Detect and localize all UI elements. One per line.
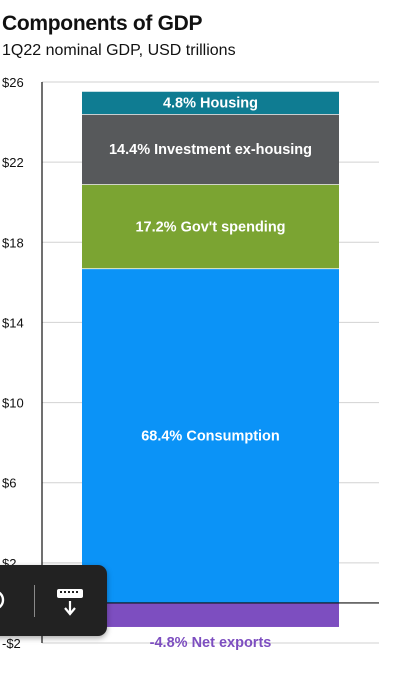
segment-label: 4.8% Housing	[163, 96, 258, 112]
y-tick-label: -$2	[2, 636, 21, 651]
y-tick-label: $6	[2, 476, 16, 491]
y-tick-label: $22	[2, 155, 24, 170]
segment-label: 68.4% Consumption	[141, 429, 280, 445]
segment-label: 17.2% Gov't spending	[135, 219, 285, 235]
y-tick-label: $14	[2, 315, 24, 330]
floating-toolbar	[0, 565, 107, 636]
y-tick-label: $10	[2, 396, 24, 411]
keyboard-download-icon[interactable]	[56, 587, 86, 617]
y-tick-label: $18	[2, 235, 24, 250]
y-tick-label: $26	[2, 75, 24, 90]
bar-segment	[82, 184, 339, 269]
bar-segment	[82, 114, 339, 185]
chart-title: Components of GDP	[2, 12, 203, 35]
segment-label: -4.8% Net exports	[150, 635, 272, 651]
bar-segment	[82, 91, 339, 115]
segment-label: 14.4% Investment ex-housing	[109, 142, 312, 158]
toolbar-separator	[34, 585, 35, 617]
bar-segment	[82, 602, 339, 627]
refresh-icon[interactable]	[0, 585, 16, 615]
chart-subtitle: 1Q22 nominal GDP, USD trillions	[2, 42, 236, 59]
bar-segment	[82, 268, 339, 603]
